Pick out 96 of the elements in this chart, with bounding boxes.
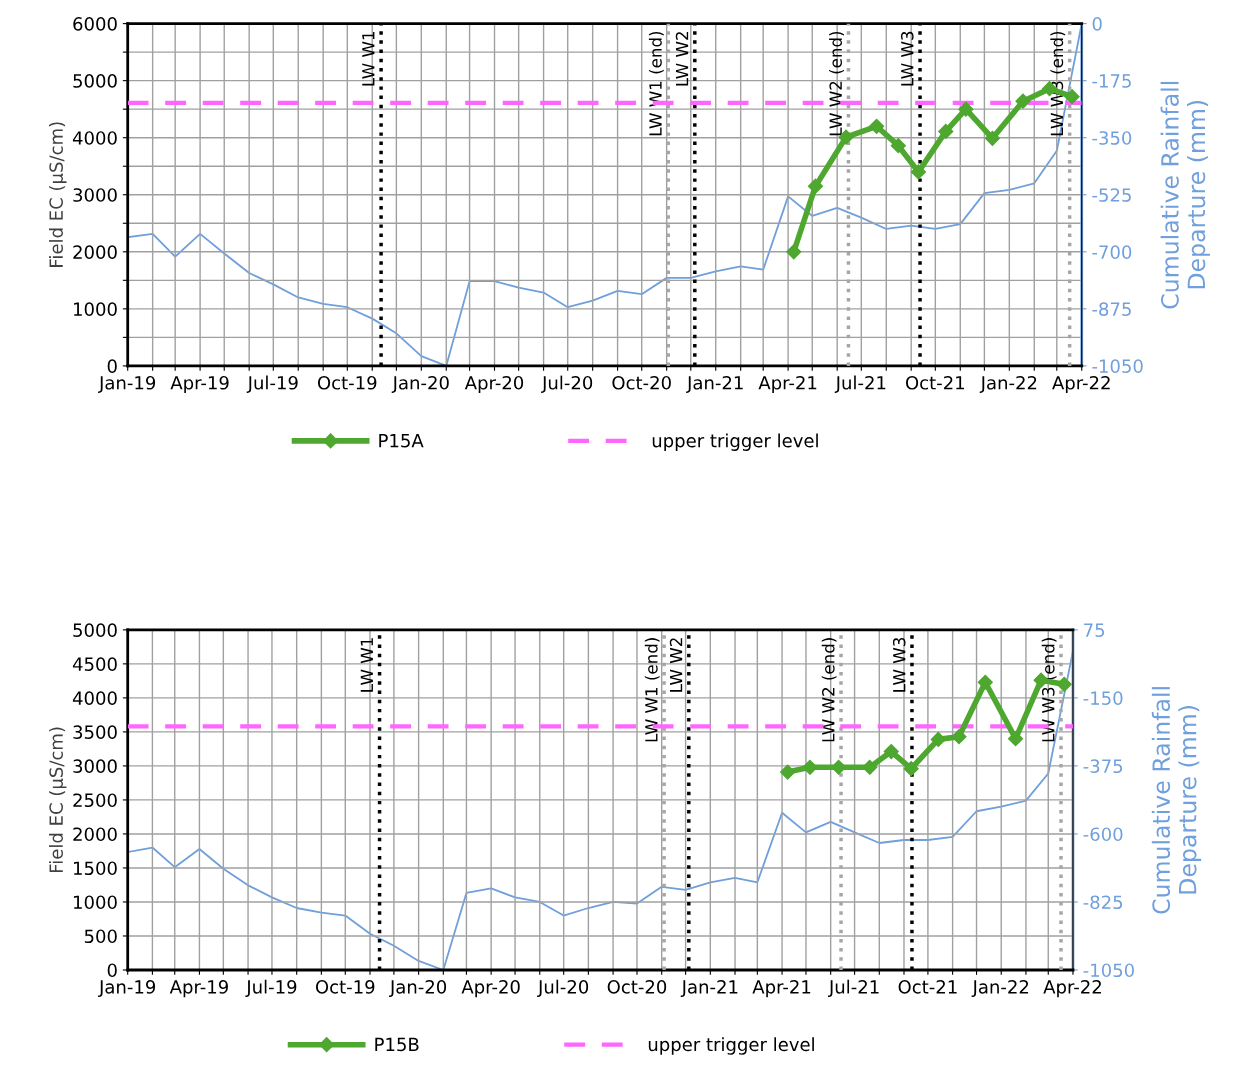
x-tick-label: Apr-22 xyxy=(1043,980,1101,998)
y2-tick-label: -375 xyxy=(1083,759,1123,774)
point xyxy=(786,244,802,260)
x-tick-label: Jan-19 xyxy=(98,375,156,393)
x-tick-label: Jul-20 xyxy=(541,375,593,393)
legend-label: upper trigger level xyxy=(652,433,818,451)
y2-axis-title: Cumulative Rainfall Departure (mm) xyxy=(1151,687,1202,914)
ref-line-label: LW W2 (end) xyxy=(829,31,844,136)
y2-axis-title: Cumulative Rainfall Departure (mm) xyxy=(1160,81,1210,309)
y-tick-label: 4000 xyxy=(72,691,117,705)
ref-line-label: LW W2 (end) xyxy=(821,638,837,742)
y-tick-label: 4000 xyxy=(72,131,117,145)
point xyxy=(1056,676,1072,692)
point xyxy=(862,759,878,775)
y-tick-label: 5000 xyxy=(73,74,117,88)
y-tick-label: 2000 xyxy=(73,827,117,842)
y-tick-label: 3500 xyxy=(73,725,117,740)
point xyxy=(1008,731,1024,747)
x-tick-label: Jan-19 xyxy=(98,980,156,998)
x-tick-label: Jan-20 xyxy=(389,980,447,998)
y2-tick-label: 0 xyxy=(1092,17,1102,31)
ref-line-label: LW W3 xyxy=(900,31,914,86)
point xyxy=(930,731,946,747)
point xyxy=(780,764,796,780)
y-tick-label: 2500 xyxy=(73,793,117,808)
y-tick-label: 6000 xyxy=(73,17,117,31)
ref-line-label: LW W1 xyxy=(362,31,375,86)
y2-tick-label: -525 xyxy=(1092,188,1131,202)
x-tick-label: Jan-21 xyxy=(686,375,743,393)
y-tick-label: 5000 xyxy=(73,623,117,637)
point xyxy=(869,118,885,134)
point xyxy=(807,178,824,194)
point xyxy=(910,164,927,180)
y-tick-label: 2000 xyxy=(73,245,117,259)
legend-label: upper trigger level xyxy=(648,1037,814,1055)
point xyxy=(984,130,1001,146)
y-tick-label: 1500 xyxy=(74,861,117,876)
ref-line-label: LW W1 xyxy=(360,638,373,692)
x-tick-label: Jul-21 xyxy=(834,375,886,393)
y2-tick-label: -150 xyxy=(1083,691,1123,705)
x-tick-label: Jul-19 xyxy=(245,979,297,998)
y-tick-label: 1000 xyxy=(74,895,117,910)
point xyxy=(1064,89,1080,105)
x-tick-label: Apr-21 xyxy=(752,980,811,998)
y-tick-label: 500 xyxy=(84,929,117,944)
y2-tick-label: -350 xyxy=(1092,131,1132,145)
y-tick-label: 0 xyxy=(107,359,117,374)
legend-label: P15A xyxy=(379,434,424,448)
x-tick-label: Apr-21 xyxy=(758,375,817,394)
ref-line-label: LW W2 xyxy=(669,638,683,692)
y-axis-title: Field EC (µS/cm) xyxy=(49,122,67,267)
x-tick-label: Apr-19 xyxy=(169,980,228,998)
x-tick-label: Oct-20 xyxy=(612,375,671,390)
y-tick-label: 4500 xyxy=(72,657,117,671)
point xyxy=(951,729,967,745)
x-tick-label: Jan-20 xyxy=(391,375,449,393)
point xyxy=(938,123,954,139)
x-tick-label: Apr-22 xyxy=(1052,375,1110,394)
x-tick-label: Apr-20 xyxy=(464,375,524,394)
x-tick-label: Oct-19 xyxy=(317,375,377,390)
y-tick-label: 1000 xyxy=(74,302,117,316)
point xyxy=(1015,93,1031,109)
x-tick-label: Jan-21 xyxy=(680,980,738,998)
y2-tick-label: -700 xyxy=(1092,245,1132,259)
ref-line-label: LW W2 xyxy=(675,32,689,86)
y2-tick-label: -600 xyxy=(1083,827,1123,842)
y2-tick-label: -875 xyxy=(1092,302,1131,316)
x-tick-label: Oct-19 xyxy=(315,980,375,994)
y2-tick-label: -1050 xyxy=(1092,359,1143,374)
ref-line-label: LW W1 (end) xyxy=(644,638,660,742)
y2-tick-label: -825 xyxy=(1083,895,1123,910)
y2-tick-label: -1050 xyxy=(1083,963,1134,978)
x-tick-label: Jul-20 xyxy=(537,979,589,998)
point xyxy=(903,761,919,777)
y-tick-label: 0 xyxy=(107,963,117,978)
point xyxy=(958,101,974,117)
point xyxy=(883,744,899,760)
x-tick-label: Jan-22 xyxy=(979,375,1037,393)
point xyxy=(977,674,993,690)
ref-line-label: LW W3 xyxy=(892,637,906,692)
x-tick-label: Oct-20 xyxy=(607,980,667,994)
y-tick-label: 3000 xyxy=(73,188,117,202)
point xyxy=(890,138,906,154)
x-tick-label: Jul-19 xyxy=(246,375,298,393)
x-tick-label: Jul-21 xyxy=(828,979,879,998)
legend-label: P15B xyxy=(375,1037,419,1052)
x-tick-label: Jan-22 xyxy=(971,980,1029,998)
x-tick-label: Apr-19 xyxy=(170,375,229,394)
y-tick-label: 3000 xyxy=(73,759,117,774)
y2-tick-label: -175 xyxy=(1092,74,1131,88)
x-tick-label: Oct-21 xyxy=(898,980,957,994)
x-tick-label: Apr-20 xyxy=(461,980,520,998)
point xyxy=(802,759,818,775)
y-axis-title: Field EC (µS/cm) xyxy=(49,727,67,873)
y2-tick-label: 75 xyxy=(1084,623,1105,637)
x-tick-label: Oct-21 xyxy=(905,375,965,390)
